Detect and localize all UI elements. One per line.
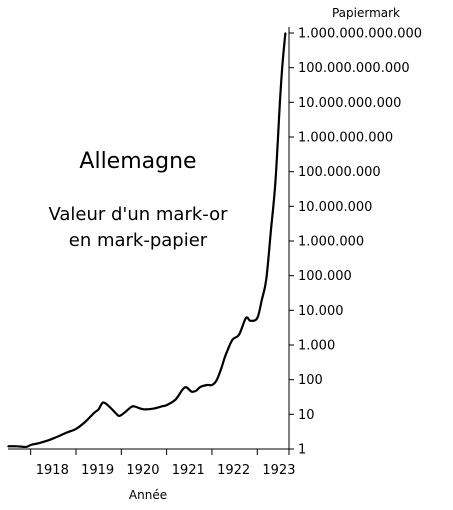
data-point bbox=[131, 405, 134, 408]
data-point bbox=[184, 386, 186, 389]
data-point bbox=[215, 379, 218, 382]
x-tick-label: 1918 bbox=[36, 463, 69, 478]
data-point bbox=[270, 229, 272, 232]
data-point bbox=[265, 278, 268, 280]
data-point bbox=[249, 320, 252, 322]
y-axis-title: Papiermark bbox=[332, 6, 400, 20]
data-point bbox=[118, 415, 120, 417]
y-tick-label: 1 bbox=[298, 443, 306, 458]
data-point bbox=[38, 442, 41, 444]
data-point bbox=[245, 317, 247, 319]
data-point bbox=[84, 421, 86, 423]
data-point bbox=[66, 431, 68, 434]
annotation-subtitle-line-1: Valeur d'un mark-or bbox=[48, 204, 228, 225]
y-tick-label: 1.000.000.000.000 bbox=[298, 27, 422, 42]
tick-labels: 1 10 100 1.000 10.000 100.000 1.000.000 10.000.… bbox=[36, 27, 422, 479]
data-point bbox=[75, 428, 77, 430]
y-tick-label: 100.000 bbox=[298, 269, 352, 284]
data-point bbox=[206, 384, 209, 386]
x-tick-label: 1922 bbox=[217, 463, 250, 478]
tick-marks bbox=[30, 32, 294, 455]
x-tick-label: 1921 bbox=[172, 463, 205, 478]
data-point bbox=[281, 66, 284, 69]
data-point bbox=[109, 406, 111, 409]
data-point bbox=[57, 435, 59, 438]
data-point bbox=[211, 384, 213, 386]
data-point bbox=[231, 339, 234, 341]
data-point bbox=[256, 317, 259, 319]
data-point bbox=[161, 405, 163, 408]
data-point bbox=[190, 390, 193, 393]
data-point bbox=[143, 408, 145, 411]
series-line-0 bbox=[7, 32, 287, 449]
data-point bbox=[238, 333, 240, 336]
annotation-title: Allemagne bbox=[79, 149, 196, 174]
data-point bbox=[174, 398, 177, 401]
data-point bbox=[152, 407, 154, 410]
series-layer bbox=[7, 32, 287, 449]
data-point bbox=[120, 414, 123, 416]
x-tick-label: 1920 bbox=[126, 463, 159, 478]
data-point bbox=[7, 445, 9, 448]
x-axis-title: Année bbox=[129, 488, 167, 502]
y-tick-label: 1.000 bbox=[298, 339, 335, 354]
data-point bbox=[274, 181, 277, 183]
y-tick-label: 1.000.000.000 bbox=[298, 131, 393, 146]
data-point bbox=[48, 439, 50, 442]
data-point bbox=[29, 444, 32, 446]
annotation-subtitle-line-2: en mark-papier bbox=[69, 230, 208, 251]
data-point bbox=[138, 407, 141, 410]
y-tick-label: 100.000.000 bbox=[298, 165, 381, 180]
chart-annotations: Allemagne Valeur d'un mark-or en mark-pa… bbox=[48, 149, 228, 251]
y-tick-label: 10 bbox=[298, 408, 315, 423]
data-point bbox=[125, 410, 127, 413]
y-tick-label: 10.000 bbox=[298, 304, 344, 319]
data-point bbox=[261, 299, 263, 301]
data-point bbox=[116, 413, 118, 416]
data-point bbox=[165, 404, 168, 406]
data-point bbox=[279, 101, 281, 104]
data-point bbox=[284, 32, 287, 34]
y-tick-label: 1.000.000 bbox=[298, 235, 364, 250]
data-point bbox=[25, 446, 27, 448]
y-tick-label: 10.000.000 bbox=[298, 200, 372, 215]
data-point bbox=[16, 445, 18, 448]
data-point bbox=[195, 389, 197, 392]
x-tick-label: 1923 bbox=[262, 463, 295, 478]
data-point bbox=[97, 408, 100, 411]
data-point bbox=[220, 368, 222, 371]
data-point bbox=[199, 386, 202, 388]
data-point bbox=[93, 412, 95, 414]
data-point bbox=[224, 354, 227, 357]
y-tick-label: 100 bbox=[298, 373, 323, 388]
data-point bbox=[102, 401, 104, 404]
y-tick-label: 100.000.000.000 bbox=[298, 61, 410, 76]
x-tick-label: 1919 bbox=[81, 463, 114, 478]
y-tick-label: 10.000.000.000 bbox=[298, 96, 401, 111]
